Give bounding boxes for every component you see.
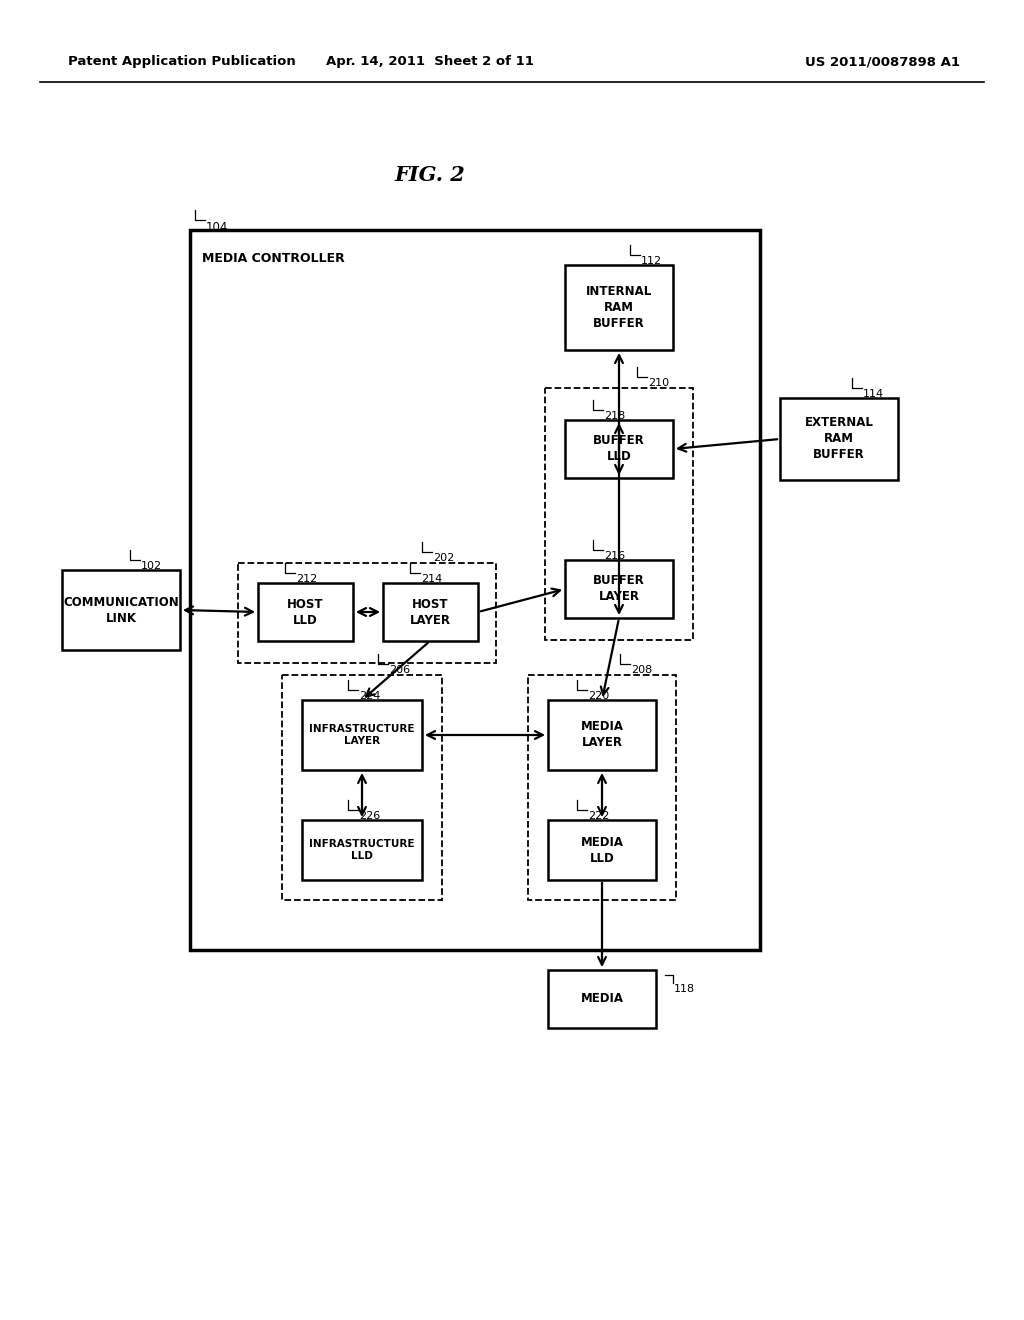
- Text: EXTERNAL
RAM
BUFFER: EXTERNAL RAM BUFFER: [805, 417, 873, 462]
- Text: 212: 212: [296, 574, 317, 583]
- Text: BUFFER
LAYER: BUFFER LAYER: [593, 574, 645, 603]
- Text: 226: 226: [359, 810, 380, 821]
- Text: US 2011/0087898 A1: US 2011/0087898 A1: [805, 55, 961, 69]
- Text: 206: 206: [389, 665, 411, 675]
- Bar: [383, 583, 478, 642]
- Bar: [780, 399, 898, 480]
- Text: 222: 222: [588, 810, 609, 821]
- Text: FIG. 2: FIG. 2: [394, 165, 465, 185]
- Text: 118: 118: [674, 983, 695, 994]
- Bar: [302, 700, 422, 770]
- Text: 218: 218: [604, 411, 626, 421]
- Text: 102: 102: [141, 561, 162, 572]
- Text: 208: 208: [631, 665, 652, 675]
- Text: INFRASTRUCTURE
LAYER: INFRASTRUCTURE LAYER: [309, 723, 415, 746]
- Text: Apr. 14, 2011  Sheet 2 of 11: Apr. 14, 2011 Sheet 2 of 11: [326, 55, 534, 69]
- Text: 210: 210: [648, 378, 669, 388]
- Text: 216: 216: [604, 550, 625, 561]
- Bar: [190, 230, 760, 950]
- Bar: [302, 820, 422, 880]
- Bar: [62, 570, 180, 649]
- Bar: [565, 560, 673, 618]
- Text: MEDIA
LLD: MEDIA LLD: [581, 836, 624, 865]
- Bar: [565, 420, 673, 478]
- Text: INFRASTRUCTURE
LLD: INFRASTRUCTURE LLD: [309, 838, 415, 861]
- Text: 214: 214: [421, 574, 442, 583]
- Text: Patent Application Publication: Patent Application Publication: [68, 55, 296, 69]
- Bar: [238, 564, 496, 663]
- Text: BUFFER
LLD: BUFFER LLD: [593, 434, 645, 463]
- Text: 202: 202: [433, 553, 455, 564]
- Text: 220: 220: [588, 690, 609, 701]
- Text: 224: 224: [359, 690, 380, 701]
- Bar: [258, 583, 353, 642]
- Bar: [282, 675, 442, 900]
- Text: INTERNAL
RAM
BUFFER: INTERNAL RAM BUFFER: [586, 285, 652, 330]
- Bar: [548, 970, 656, 1028]
- Text: MEDIA: MEDIA: [581, 993, 624, 1006]
- Text: MEDIA CONTROLLER: MEDIA CONTROLLER: [202, 252, 345, 265]
- Text: HOST
LAYER: HOST LAYER: [410, 598, 451, 627]
- Bar: [545, 388, 693, 640]
- Bar: [528, 675, 676, 900]
- Text: MEDIA
LAYER: MEDIA LAYER: [581, 721, 624, 750]
- Text: 112: 112: [641, 256, 663, 267]
- Bar: [548, 820, 656, 880]
- Text: 104: 104: [206, 220, 228, 234]
- Text: COMMUNICATION
LINK: COMMUNICATION LINK: [63, 595, 179, 624]
- Bar: [565, 265, 673, 350]
- Text: HOST
LLD: HOST LLD: [288, 598, 324, 627]
- Bar: [548, 700, 656, 770]
- Text: 114: 114: [863, 389, 884, 399]
